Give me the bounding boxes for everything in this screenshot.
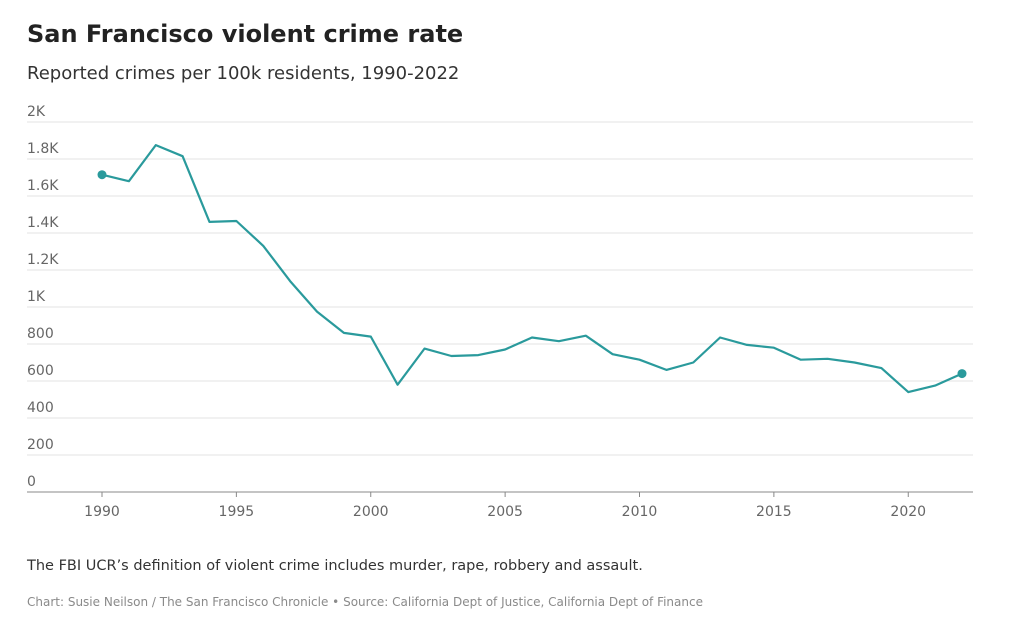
x-tick-label: 2005 — [487, 504, 523, 520]
series-layer — [97, 143, 967, 394]
chart-credit: Chart: Susie Neilson / The San Francisco… — [27, 595, 703, 609]
gridlines — [27, 121, 973, 493]
y-tick-label: 1.2K — [27, 252, 59, 268]
x-axis-tick-labels: 1990 1995 2000 2005 2010 2015 2020 — [84, 492, 926, 520]
y-tick-label: 600 — [27, 363, 54, 379]
y-axis-tick-labels: 0 200 400 600 800 1K 1.2K 1.4K 1.6K 1.8K 2K — [27, 104, 59, 490]
y-tick-label: 800 — [27, 326, 54, 342]
series-line — [101, 143, 963, 394]
y-tick-label: 200 — [27, 437, 54, 453]
series-end-point — [957, 369, 967, 379]
chart-note: The FBI UCR’s definition of violent crim… — [27, 558, 643, 574]
chart-title: San Francisco violent crime rate — [27, 20, 464, 48]
x-tick-label: 2020 — [890, 504, 926, 520]
x-tick-label: 2000 — [353, 504, 389, 520]
y-tick-label: 400 — [27, 400, 54, 416]
y-tick-label: 1.4K — [27, 215, 59, 231]
y-tick-label: 0 — [27, 474, 36, 490]
y-tick-label: 1.8K — [27, 141, 59, 157]
x-tick-label: 2015 — [756, 504, 792, 520]
chart-subtitle: Reported crimes per 100k residents, 1990… — [27, 63, 460, 84]
x-tick-label: 1990 — [84, 504, 120, 520]
x-tick-label: 2010 — [622, 504, 658, 520]
series-start-point — [97, 170, 107, 180]
y-tick-label: 2K — [27, 104, 46, 120]
x-tick-label: 1995 — [219, 504, 255, 520]
y-tick-label: 1K — [27, 289, 46, 305]
y-tick-label: 1.6K — [27, 178, 59, 194]
